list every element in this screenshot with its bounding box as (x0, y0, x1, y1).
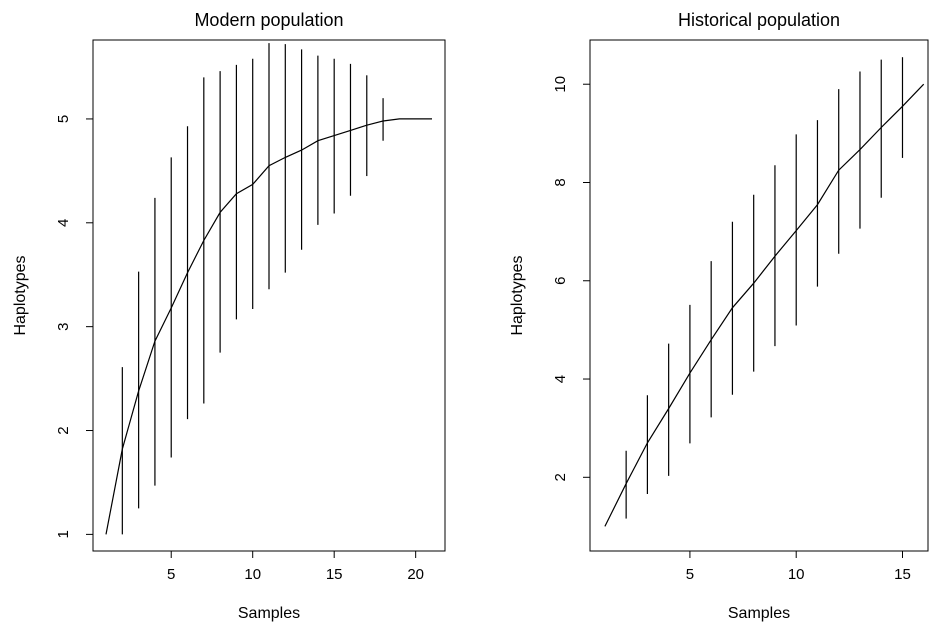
x-tick-label: 5 (686, 566, 694, 583)
y-tick-label: 4 (55, 219, 72, 227)
y-axis-label: Haplotypes (509, 255, 526, 335)
chart-title: Historical population (678, 10, 840, 30)
chart-panel-1: Modern population 5 10 15 20 Samples 1 2 3 4 5 Hapl… (12, 10, 446, 622)
x-tick-label: 15 (326, 566, 343, 583)
chart-title: Modern population (194, 10, 343, 30)
y-tick-label: 2 (55, 426, 72, 434)
y-tick-label: 8 (552, 178, 569, 186)
accumulation-curve (105, 118, 432, 535)
x-tick-label: 20 (407, 566, 424, 583)
y-tick-label: 6 (552, 277, 569, 285)
chart-panel-2: Historical population 5 10 15 Samples 2 4 6 8 10 H… (509, 10, 929, 622)
x-tick-label: 10 (788, 566, 805, 583)
x-axis-label: Samples (238, 605, 300, 622)
y-tick-label: 2 (552, 473, 569, 481)
plot-frame (589, 39, 929, 552)
x-axis-label: Samples (728, 605, 790, 622)
accumulation-curve (604, 83, 925, 527)
x-tick-label: 10 (244, 566, 261, 583)
x-tick-label: 15 (894, 566, 911, 583)
y-tick-label: 3 (55, 322, 72, 330)
plot-frame (92, 39, 446, 552)
y-tick-label: 4 (552, 375, 569, 383)
x-tick-label: 5 (167, 566, 175, 583)
y-tick-label: 10 (552, 76, 569, 93)
y-axis-label: Haplotypes (12, 255, 29, 335)
y-tick-label: 5 (55, 115, 72, 123)
y-tick-label: 1 (55, 530, 72, 538)
